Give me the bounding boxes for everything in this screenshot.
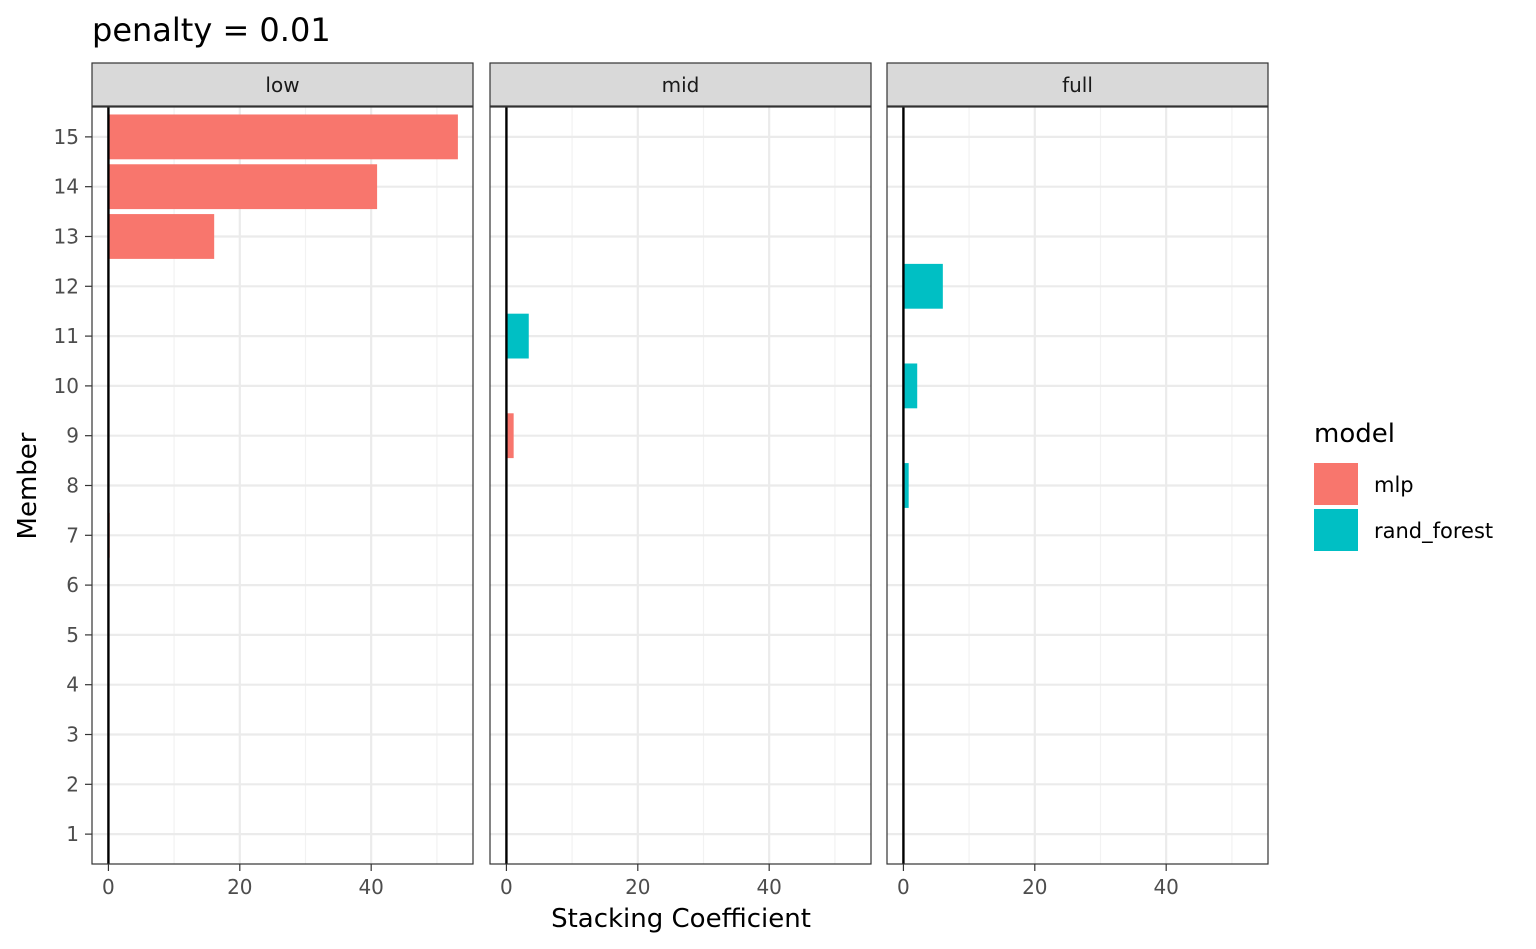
bar-member-9 (506, 413, 514, 459)
bar-member-8 (903, 463, 909, 508)
y-tick-label-15: 15 (54, 125, 79, 149)
strip-full (886, 62, 1269, 107)
strip-low (91, 62, 474, 107)
x-tick-label: 20 (1022, 875, 1047, 899)
x-tick-label: 0 (897, 875, 910, 899)
bar-member-11 (506, 313, 529, 359)
y-tick-label-1: 1 (66, 822, 79, 846)
facet-panels: low 0 20 40 mid 0 20 40 full 0 20 40 (91, 62, 1269, 899)
x-tick-label: 40 (358, 875, 383, 899)
strip-mid (489, 62, 872, 107)
y-tick-label-14: 14 (54, 175, 79, 199)
x-tick-label: 0 (102, 875, 115, 899)
y-tick-label-2: 2 (66, 772, 79, 796)
x-tick-label: 20 (227, 875, 252, 899)
y-tick-label-5: 5 (66, 623, 79, 647)
y-tick-label-8: 8 (66, 474, 79, 498)
y-tick-label-4: 4 (66, 673, 79, 697)
panel-mid: mid 0 20 40 (489, 62, 872, 899)
legend: model mlp rand_forest (1314, 419, 1493, 551)
legend-label-mlp: mlp (1374, 473, 1414, 497)
y-tick-label-6: 6 (66, 573, 79, 597)
y-tick-label-13: 13 (54, 224, 79, 248)
panel-low: low 0 20 40 (91, 62, 474, 899)
chart-title: penalty = 0.01 (92, 11, 331, 49)
y-tick-label-7: 7 (66, 523, 79, 547)
strip-label-low: low (265, 73, 299, 97)
x-tick-label: 20 (625, 875, 650, 899)
y-axis-title: Member (13, 432, 43, 539)
x-axis-title: Stacking Coefficient (551, 904, 811, 934)
panel-border (886, 106, 1269, 865)
bar-member-10 (903, 363, 918, 409)
x-tick-label: 40 (756, 875, 781, 899)
legend-label-rand-forest: rand_forest (1374, 519, 1493, 544)
panel-full: full 0 20 40 (886, 62, 1269, 899)
strip-label-mid: mid (662, 73, 700, 97)
y-tick-label-3: 3 (66, 723, 79, 747)
y-tick-label-12: 12 (54, 274, 79, 298)
bar-member-15 (108, 114, 458, 160)
y-tick-label-9: 9 (66, 424, 79, 448)
bar-member-12 (903, 263, 943, 309)
strip-label-full: full (1062, 73, 1093, 97)
bar-member-14 (108, 164, 378, 210)
y-tick-label-11: 11 (54, 324, 79, 348)
legend-title: model (1314, 419, 1395, 449)
legend-key-rand-forest (1314, 509, 1358, 551)
x-tick-label: 0 (500, 875, 513, 899)
legend-key-mlp (1314, 463, 1358, 505)
bar-member-13 (108, 214, 215, 259)
x-tick-label: 40 (1153, 875, 1178, 899)
panel-border (489, 106, 872, 865)
y-tick-label-10: 10 (54, 374, 79, 398)
